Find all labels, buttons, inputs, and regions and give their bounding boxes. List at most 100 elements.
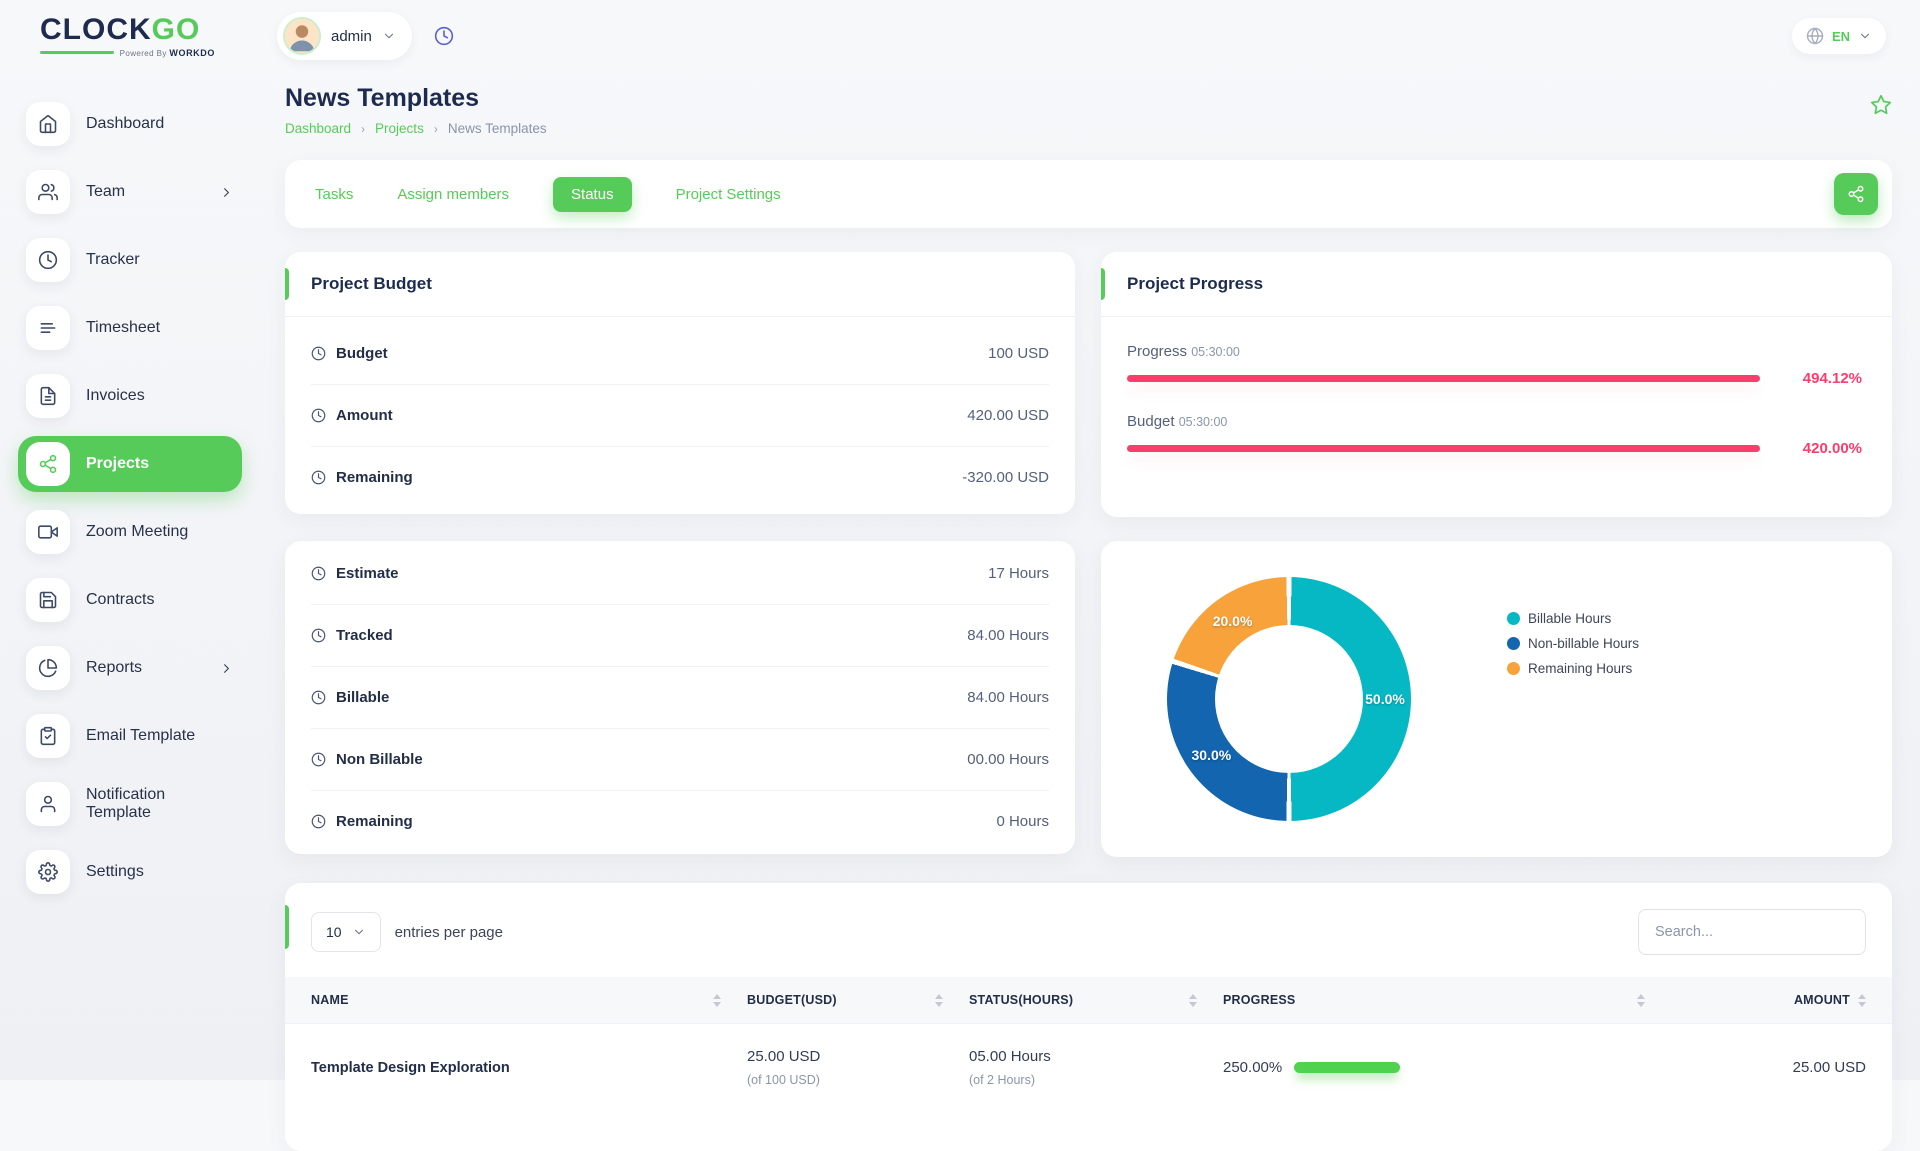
sort-icon[interactable] [1858,993,1866,1007]
stat-row-remaining: Remaining 0 Hours [311,790,1049,852]
progress-percent: 420.00% [1802,440,1862,457]
tab-status[interactable]: Status [553,176,632,212]
legend-item: Non-billable Hours [1507,636,1639,651]
stat-row-remaining: Remaining -320.00 USD [311,446,1049,508]
clock-icon [311,628,326,643]
home-icon [38,114,58,134]
brand-underline [40,51,114,54]
clipboard-icon [38,726,58,746]
gear-icon [38,862,58,882]
search-input[interactable] [1638,909,1866,955]
share-icon [1847,185,1865,203]
row-progress-bar [1294,1062,1401,1073]
user-name: admin [331,27,372,45]
progress-bar [1127,445,1760,452]
sidebar-item-timesheet[interactable]: Timesheet [18,300,242,356]
clock-icon [38,250,58,270]
sidebar: Dashboard Team Tracker Timesheet Invoice… [18,96,242,912]
chevron-down-icon [382,29,396,43]
breadcrumb-separator: › [433,121,438,136]
brand-name-accent: GO [151,12,201,46]
brand-logo: CLOCKGO Powered By WORKDO [40,12,215,58]
progress-bar [1127,375,1760,382]
column-header-name[interactable]: NAME [311,993,747,1007]
video-icon [38,522,58,542]
column-header-budget-usd-[interactable]: BUDGET(USD) [747,993,969,1007]
pie-icon [38,658,58,678]
sort-icon[interactable] [1637,993,1645,1007]
language-selector[interactable]: EN [1791,18,1886,54]
sidebar-item-tracker[interactable]: Tracker [18,232,242,288]
timer-icon[interactable] [434,26,454,46]
favorite-star-icon[interactable] [1870,94,1892,116]
share-button[interactable] [1834,173,1878,215]
column-header-status-hours-[interactable]: STATUS(HOURS) [969,993,1223,1007]
legend-item: Remaining Hours [1507,661,1639,676]
sidebar-item-invoices[interactable]: Invoices [18,368,242,424]
breadcrumb-projects[interactable]: Projects [375,121,424,136]
legend-dot [1507,637,1520,650]
tab-tasks[interactable]: Tasks [315,185,354,203]
chevron-down-icon [352,925,366,939]
chart-legend: Billable Hours Non-billable Hours Remain… [1507,611,1639,686]
breadcrumb: Dashboard › Projects › News Templates [285,121,547,136]
column-header-amount[interactable]: AMOUNT [1671,993,1866,1007]
clock-icon [311,566,326,581]
table-row[interactable]: Template Design Exploration 25.00 USD (of… [285,1023,1892,1111]
hours-donut-card: 50.0% 30.0% 20.0% Billable Hours Non-billa… [1101,541,1892,857]
sidebar-item-settings[interactable]: Settings [18,844,242,900]
language-code: EN [1831,28,1850,44]
brand-tagline: Powered By WORKDO [119,47,215,58]
user-menu[interactable]: admin [277,12,412,60]
sidebar-item-team[interactable]: Team [18,164,242,220]
clock-icon [311,346,326,361]
sidebar-item-dashboard[interactable]: Dashboard [18,96,242,152]
sidebar-item-reports[interactable]: Reports [18,640,242,696]
stat-row-non-billable: Non Billable 00.00 Hours [311,728,1049,790]
sidebar-item-zoom-meeting[interactable]: Zoom Meeting [18,504,242,560]
project-hours-card: Estimate 17 Hours Tracked 84.00 Hours Bi… [285,541,1075,854]
save-icon [38,590,58,610]
donut-chart: 50.0% 30.0% 20.0% [1167,577,1411,821]
clock-icon [311,690,326,705]
sort-icon[interactable] [1189,993,1197,1007]
sidebar-item-projects[interactable]: Projects [18,436,242,492]
entries-value: 10 [326,924,342,940]
slice-label: 50.0% [1365,691,1405,707]
tab-assign-members[interactable]: Assign members [397,185,510,203]
brand-name: CLOCKGO [40,12,215,46]
entries-per-page-select[interactable]: 10 [311,912,381,952]
stat-row-tracked: Tracked 84.00 Hours [311,604,1049,666]
budget-card-title: Project Budget [311,274,432,293]
slice-label: 30.0% [1191,747,1232,764]
progress-group-progress: Progress 05:30:00 494.12% [1127,343,1862,387]
sort-icon[interactable] [935,993,943,1007]
project-budget-card: Project Budget Budget 100 USD Amount 420… [285,252,1075,514]
task-name: Template Design Exploration [311,1059,510,1076]
project-tasks-table-card: 10 entries per page NAME BUDGET(USD) STA… [285,883,1892,1151]
column-header-progress[interactable]: PROGRESS [1223,993,1671,1007]
page-title: News Templates [285,84,480,112]
chevron-right-icon [219,661,234,676]
breadcrumb-current: News Templates [447,121,547,136]
clock-icon [311,752,326,767]
chevron-down-icon [1858,29,1872,43]
legend-dot [1507,662,1520,675]
stat-row-budget: Budget 100 USD [311,323,1049,384]
tabs: Tasks Assign members Status Project Setting… [315,176,781,212]
legend-dot [1507,612,1520,625]
sidebar-item-email-template[interactable]: Email Template [18,708,242,764]
sidebar-item-notification-template[interactable]: Notification Template [18,776,242,832]
progress-card-title: Project Progress [1127,274,1264,293]
donut-hole [1215,625,1363,773]
breadcrumb-dashboard[interactable]: Dashboard [285,121,352,136]
sort-icon[interactable] [713,993,721,1007]
project-progress-card: Project Progress Progress 05:30:00 494.1… [1101,252,1892,517]
avatar [283,17,321,55]
entries-label: entries per page [394,923,503,941]
row-amount: 25.00 USD [1792,1059,1866,1076]
share-icon [38,454,58,474]
tab-project-settings[interactable]: Project Settings [675,185,781,203]
sidebar-item-contracts[interactable]: Contracts [18,572,242,628]
progress-group-budget: Budget 05:30:00 420.00% [1127,413,1862,457]
